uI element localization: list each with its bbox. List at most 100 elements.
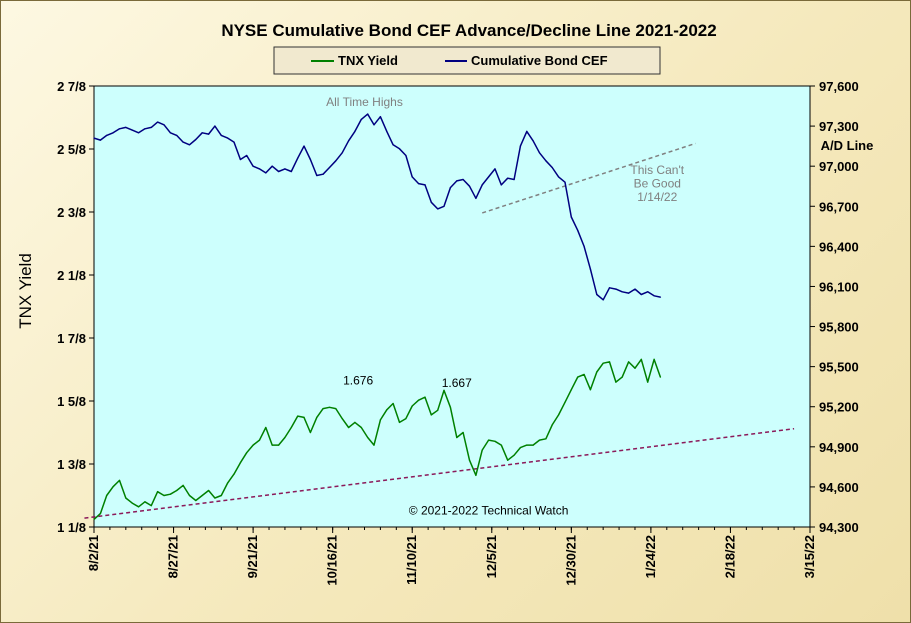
data-point-tnx <box>430 414 432 416</box>
data-point-cef <box>265 172 267 174</box>
data-point-cef <box>360 118 362 120</box>
data-point-cef <box>589 268 592 270</box>
y2-tick-label: 96,400 <box>819 239 859 254</box>
data-point-cef <box>608 287 611 289</box>
y-axis-label-left: TNX Yield <box>16 253 35 329</box>
data-point-tnx <box>379 419 381 421</box>
data-point-cef <box>322 173 324 175</box>
data-point-tnx <box>634 367 636 369</box>
y2-tick-label: 94,600 <box>819 480 859 495</box>
data-point-tnx <box>443 389 445 391</box>
data-point-cef <box>653 295 655 297</box>
data-point-tnx <box>570 389 572 391</box>
data-point-tnx <box>220 494 222 497</box>
data-point-tnx <box>615 381 617 383</box>
data-point-cef <box>526 130 528 132</box>
y-axis-label-right: A/D Line <box>821 138 874 153</box>
series-line-tnx <box>93 358 662 520</box>
data-point-tnx <box>233 473 235 475</box>
data-point-tnx <box>418 399 420 401</box>
data-point-tnx <box>405 418 407 420</box>
data-point-cef <box>316 174 318 177</box>
annotation-label: © 2021-2022 Technical Watch <box>409 503 569 517</box>
data-point-tnx <box>551 424 553 426</box>
data-point-tnx <box>252 444 254 446</box>
data-point-cef <box>462 178 464 181</box>
data-point-tnx <box>99 513 101 515</box>
data-point-tnx <box>335 408 337 410</box>
data-point-tnx <box>239 462 241 464</box>
data-point-cef <box>367 113 369 115</box>
data-point-cef <box>558 176 560 178</box>
data-point-cef <box>449 187 451 189</box>
y-tick-label: 1 7/8 <box>57 331 86 346</box>
annotation-label: This Can't <box>630 163 684 177</box>
data-point-tnx <box>316 416 318 418</box>
data-point-cef <box>405 154 407 157</box>
data-point-cef <box>157 121 159 123</box>
y2-tick-label: 95,800 <box>819 320 859 335</box>
data-point-cef <box>564 181 566 183</box>
data-point-tnx <box>558 414 560 416</box>
data-point-cef <box>201 132 203 134</box>
data-point-cef <box>131 129 133 131</box>
data-point-tnx <box>188 494 191 497</box>
data-point-tnx <box>532 444 534 446</box>
data-point-tnx <box>360 426 362 429</box>
y2-tick-label: 97,000 <box>819 159 859 174</box>
x-tick-label: 12/5/21 <box>484 535 499 578</box>
data-point-tnx <box>398 421 401 423</box>
data-point-cef <box>634 288 636 290</box>
annotation-label: 1.667 <box>442 376 472 390</box>
data-point-cef <box>220 134 222 136</box>
data-point-cef <box>233 141 235 143</box>
data-point-tnx <box>659 376 662 378</box>
data-point-tnx <box>297 415 299 417</box>
data-point-cef <box>188 144 191 146</box>
series-line-cef <box>93 113 661 301</box>
trendline-cef <box>481 142 696 214</box>
data-point-tnx <box>163 494 165 497</box>
y-tick-label: 1 3/8 <box>57 457 86 472</box>
data-point-cef <box>570 216 572 218</box>
data-point-tnx <box>195 499 197 502</box>
data-point-cef <box>577 229 579 231</box>
data-point-cef <box>176 134 178 136</box>
data-point-cef <box>647 291 649 293</box>
data-point-tnx <box>144 501 146 503</box>
data-point-cef <box>144 128 146 130</box>
data-point-tnx <box>583 373 585 376</box>
y-tick-label: 1 1/8 <box>57 520 86 535</box>
data-point-cef <box>430 201 432 203</box>
data-point-cef <box>195 138 197 141</box>
data-point-cef <box>290 170 292 173</box>
data-point-cef <box>348 140 350 142</box>
x-tick-label: 1/24/22 <box>643 535 658 578</box>
data-point-tnx <box>125 497 127 499</box>
x-tick-label: 11/10/21 <box>404 535 419 585</box>
data-point-cef <box>309 158 311 161</box>
data-point-cef <box>640 293 642 296</box>
data-point-cef <box>488 176 490 178</box>
data-point-tnx <box>290 426 292 429</box>
data-point-tnx <box>596 371 598 373</box>
data-point-tnx <box>653 358 655 360</box>
data-point-tnx <box>456 436 458 439</box>
annotation-label: Be Good <box>634 177 681 191</box>
data-point-cef <box>163 124 165 126</box>
data-point-tnx <box>475 474 477 476</box>
data-point-tnx <box>386 409 388 411</box>
data-point-tnx <box>303 416 305 418</box>
data-point-cef <box>513 178 515 181</box>
data-point-tnx <box>519 447 522 449</box>
data-point-tnx <box>246 452 248 454</box>
data-point-cef <box>418 183 420 185</box>
x-tick-label: 10/16/21 <box>325 535 340 586</box>
data-point-cef <box>112 132 114 134</box>
data-point-tnx <box>513 454 515 456</box>
data-point-cef <box>468 185 471 187</box>
data-point-cef <box>443 205 445 207</box>
data-point-tnx <box>138 506 140 508</box>
data-point-cef <box>93 137 95 139</box>
data-point-tnx <box>468 459 471 461</box>
